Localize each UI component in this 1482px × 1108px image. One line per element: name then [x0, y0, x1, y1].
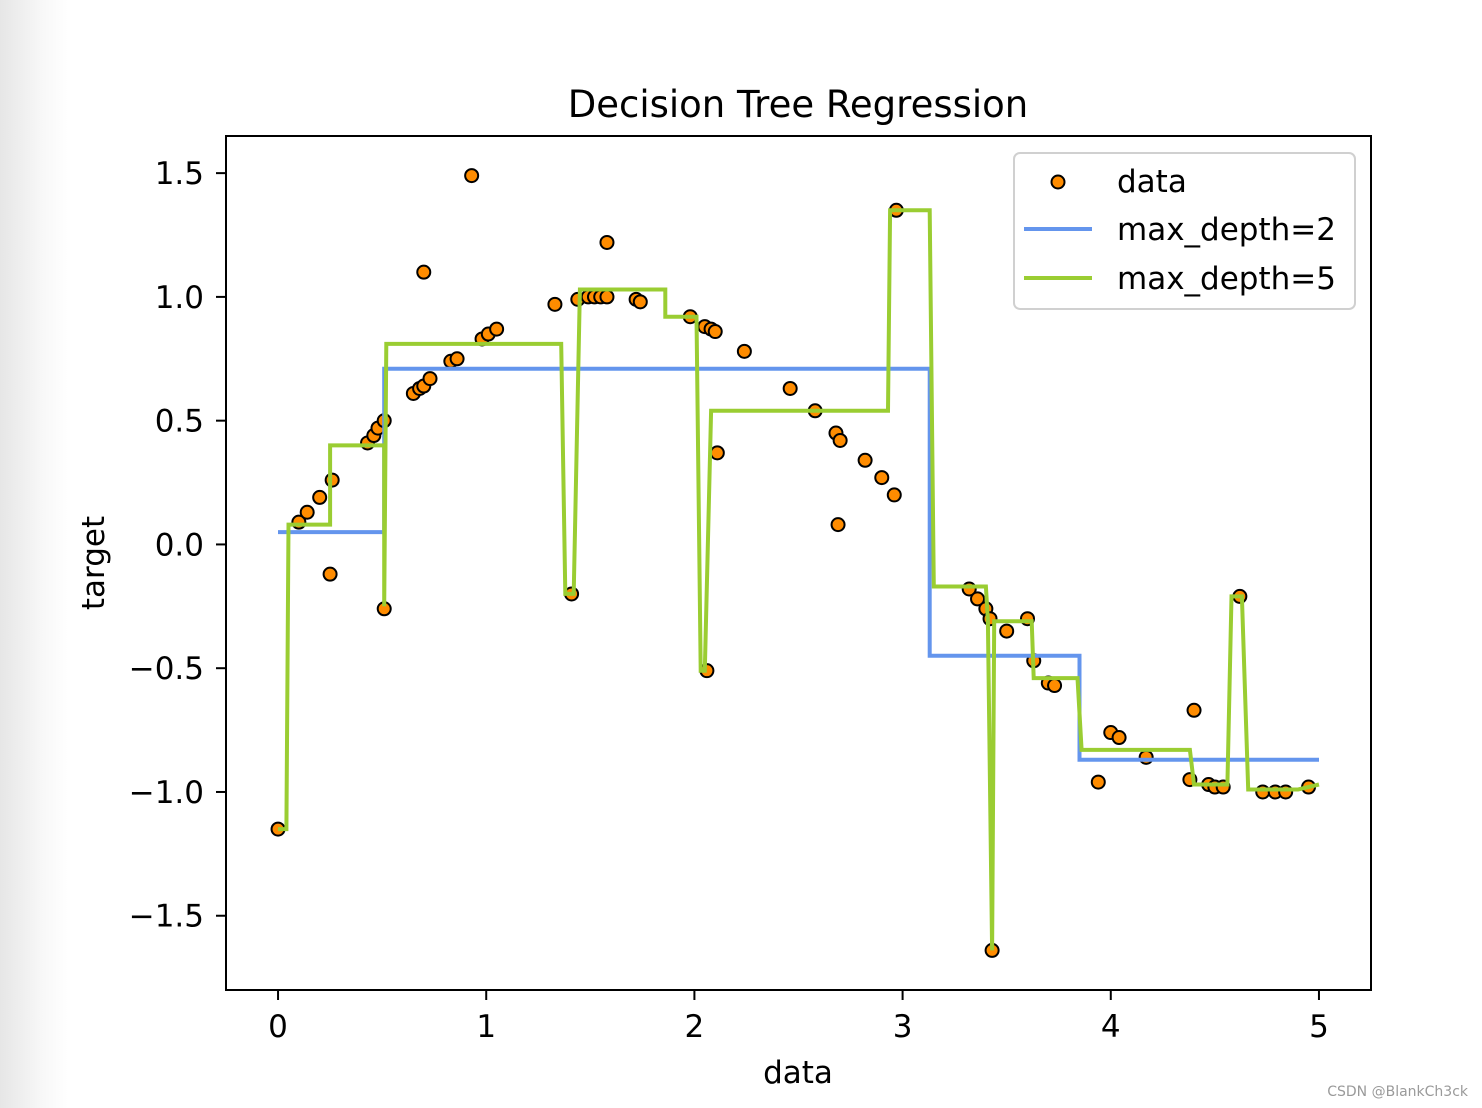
data-point	[1255, 784, 1271, 800]
left-margin-shade	[0, 0, 68, 1108]
legend-label: data	[1117, 164, 1187, 200]
y-tick-label: −1.5	[129, 899, 204, 935]
data-point	[599, 289, 615, 305]
y-axis-label: target	[76, 516, 112, 610]
legend-label: max_depth=5	[1117, 261, 1336, 297]
series-line-max-depth-2	[278, 366, 1319, 762]
x-tick-label: 2	[685, 1009, 705, 1045]
data-point	[632, 294, 648, 310]
x-tick-label: 3	[893, 1009, 913, 1045]
y-tick-label: −1.0	[129, 775, 204, 811]
data-point	[1090, 774, 1106, 790]
data-point	[599, 234, 615, 250]
x-tick-label: 0	[268, 1009, 288, 1045]
data-point	[970, 591, 986, 607]
axes-frame	[225, 135, 1372, 991]
y-tick-label: 0.0	[155, 527, 204, 563]
data-point	[299, 504, 315, 520]
data-point	[709, 445, 725, 461]
x-tick-label: 4	[1101, 1009, 1121, 1045]
data-point	[416, 264, 432, 280]
data-point	[782, 380, 798, 396]
legend-marker-data	[1050, 174, 1066, 190]
x-axis-label: data	[763, 1055, 833, 1091]
data-point	[857, 452, 873, 468]
data-point	[736, 343, 752, 359]
x-tick-label: 5	[1309, 1009, 1329, 1045]
data-point	[422, 371, 438, 387]
y-tick-label: 1.5	[155, 156, 204, 192]
data-point	[1111, 730, 1127, 746]
data-point	[886, 487, 902, 503]
y-axis: 1.5 1.0 0.5 0.0 −0.5 −1.0 −1.5	[129, 156, 226, 935]
data-point	[1186, 702, 1202, 718]
data-point	[489, 321, 505, 337]
legend-label: max_depth=2	[1117, 212, 1336, 248]
legend: data max_depth=2 max_depth=5	[1013, 152, 1356, 310]
series-line-max-depth-5	[278, 208, 1320, 951]
data-point	[547, 296, 563, 312]
data-point	[464, 168, 480, 184]
x-tick-label: 1	[476, 1009, 496, 1045]
data-point	[312, 489, 328, 505]
data-point	[830, 517, 846, 533]
data-point	[999, 623, 1015, 639]
data-point	[832, 432, 848, 448]
data-point	[1278, 784, 1294, 800]
plot-area	[270, 168, 1320, 958]
data-point	[874, 470, 890, 486]
data-point	[1138, 749, 1154, 765]
data-point	[324, 472, 340, 488]
watermark: CSDN @BlankCh3ck	[1327, 1084, 1468, 1100]
data-point	[1047, 678, 1063, 694]
legend-box	[1013, 152, 1356, 310]
y-tick-label: 1.0	[155, 280, 204, 316]
data-point	[322, 566, 338, 582]
data-point	[707, 324, 723, 340]
y-tick-label: 0.5	[155, 404, 204, 440]
data-point	[449, 351, 465, 367]
chart-title: Decision Tree Regression	[568, 83, 1029, 126]
y-tick-label: −0.5	[129, 651, 204, 687]
x-axis: 0 1 2 3 4 5	[268, 990, 1329, 1045]
